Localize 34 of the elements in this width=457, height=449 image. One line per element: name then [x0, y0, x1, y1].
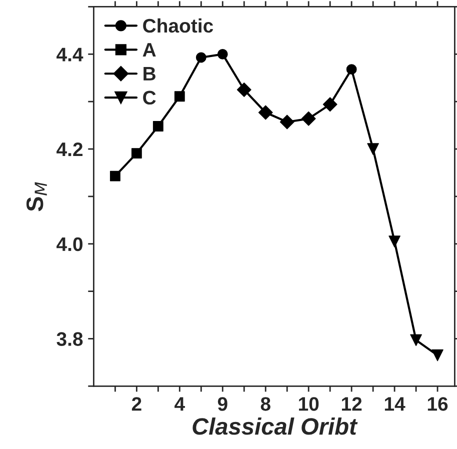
y-tick-label: 4.2: [56, 142, 82, 156]
point: [388, 236, 400, 248]
x-tick-label: 16: [428, 397, 448, 411]
point: [322, 97, 338, 112]
point: [432, 349, 444, 362]
point: [236, 82, 252, 97]
x-tick-label: 8: [260, 397, 270, 411]
y-axis-title: S$_{M}$: [26, 182, 47, 212]
x-tick-label: 2: [132, 397, 142, 411]
legend-label: Chaotic: [143, 18, 214, 33]
legend-label: A: [142, 43, 156, 56]
point: [174, 91, 185, 102]
point: [410, 334, 422, 346]
x-axis-title: Classical Oribt: [192, 417, 358, 435]
point: [131, 148, 142, 158]
point: [346, 64, 357, 75]
y-tick-label: 3.8: [56, 332, 83, 346]
legend-label: B: [144, 67, 156, 80]
point: [152, 121, 164, 132]
legend-label: C: [143, 90, 156, 105]
point: [217, 48, 228, 60]
y-tick-label: 4.4: [56, 48, 84, 62]
point: [196, 52, 206, 63]
x-tick-label: 4: [174, 397, 185, 411]
x-tick-label: 9: [218, 397, 228, 411]
point: [280, 114, 294, 130]
point: [258, 105, 273, 120]
point: [367, 143, 379, 155]
x-tick-label: 10: [298, 397, 319, 411]
x-tick-label: 14: [384, 397, 406, 411]
x-tick-label: 12: [342, 397, 362, 411]
point: [301, 111, 316, 126]
y-tick-label: 4.0: [56, 237, 82, 252]
point: [110, 170, 120, 182]
